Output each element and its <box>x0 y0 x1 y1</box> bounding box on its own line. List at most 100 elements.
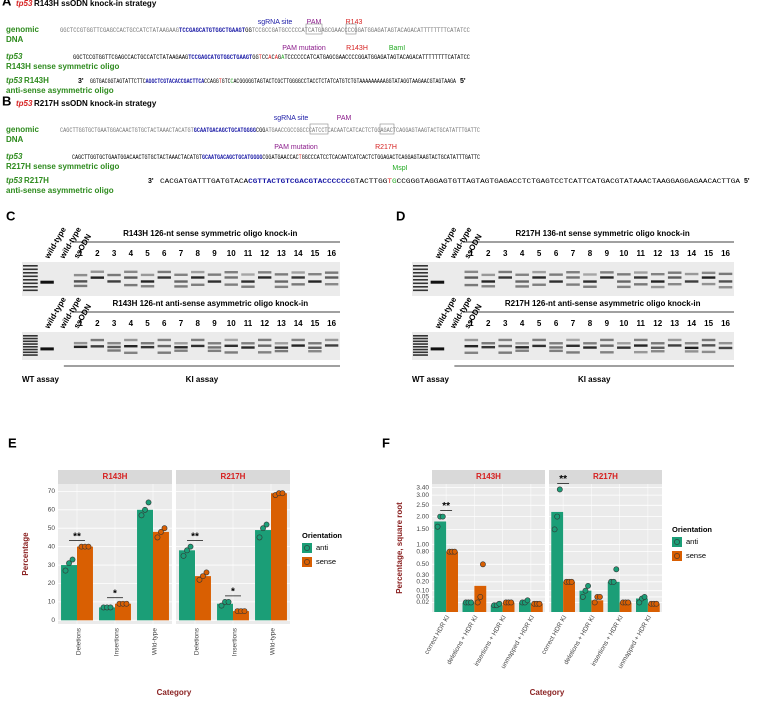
lane-number: 15 <box>704 249 713 258</box>
gel-title: R217H 126-nt anti-sense asymmetric oligo… <box>505 299 701 308</box>
replicate-point <box>256 534 263 541</box>
sequence-segment: C <box>271 54 275 61</box>
gel-band <box>515 285 529 288</box>
gel-band <box>191 276 205 279</box>
sequence-segment: GG <box>245 27 252 34</box>
lane-number: 16 <box>327 319 336 328</box>
sequence-segment: GGCTCCGTGGTTCGAGCCACTGCCATCTATAAGAAG <box>60 27 179 34</box>
bar <box>99 607 115 621</box>
gel-band <box>308 350 322 353</box>
replicate-point <box>69 556 76 563</box>
lane-number: 15 <box>704 319 713 328</box>
strand-end: 5' <box>744 178 750 185</box>
sequence-segment: AGGCTCGTACACCGACTTCA <box>146 78 205 85</box>
gel-band <box>274 342 289 345</box>
gel-band <box>532 283 546 286</box>
gel-band <box>464 270 479 274</box>
gel-band <box>634 344 648 347</box>
lane-number: 13 <box>670 249 679 258</box>
strand-end: 5' <box>460 78 466 85</box>
lane-number: 8 <box>588 319 593 328</box>
bar <box>271 493 287 621</box>
replicate-point <box>158 528 164 535</box>
sequence-segment: CGTTACTGTCGACGTACCCCCC <box>248 178 351 185</box>
sequence-segment: GTACTTGG <box>350 178 388 185</box>
lane-number: 3 <box>112 249 117 258</box>
legend-label: sense <box>686 551 706 560</box>
gel-band <box>224 276 238 279</box>
sequence: GGCTCCGTGGTTCGAGCCACTGCCATCTATAAGAAGTCCG… <box>73 54 470 61</box>
gel-band <box>634 338 648 342</box>
annotation: R143H <box>346 45 368 52</box>
gel-band <box>308 342 322 345</box>
gel-band <box>90 345 105 348</box>
row-label: DNA <box>6 35 24 44</box>
gel-band <box>274 280 289 283</box>
sequence-segment: GGTGACGGTAGTATTCTTC <box>90 78 146 85</box>
gel-band <box>157 338 171 342</box>
gel-band <box>650 280 665 283</box>
row-label: anti-sense asymmetric oligo <box>6 86 114 95</box>
gel-band <box>257 271 272 274</box>
y-tick-label: 0.10 <box>416 587 429 594</box>
ladder-band <box>23 354 38 356</box>
gel-band <box>515 346 529 349</box>
replicate-point <box>591 599 598 606</box>
ladder-band <box>413 337 428 340</box>
gel-band <box>40 280 54 284</box>
gel-band <box>532 338 546 342</box>
gel-band <box>498 276 512 279</box>
lane-number: 1 <box>78 319 83 328</box>
sequence-segment: CGG <box>256 127 266 134</box>
row-label: R143H sense symmetric oligo <box>6 62 119 71</box>
bar <box>61 565 77 621</box>
y-tick-label: 2.00 <box>416 513 429 520</box>
y-tick-label: 0.30 <box>416 572 429 579</box>
lane-number: 16 <box>327 249 336 258</box>
annotation: PAM <box>307 19 322 26</box>
sequence-segment: ACGGGGGTAGTACTCGCTTGGGGCCTACCTCTATCATGTC… <box>233 78 456 85</box>
replicate-point <box>568 578 575 585</box>
lane-number: 1 <box>469 319 474 328</box>
assay-label: WT assay <box>412 375 449 384</box>
replicate-point <box>554 513 561 520</box>
replicate-point <box>480 561 486 568</box>
gel-band <box>481 342 496 345</box>
replicate-point <box>582 587 589 594</box>
ladder-band <box>413 286 428 288</box>
lane-number: 2 <box>486 319 491 328</box>
gel-band <box>241 285 255 288</box>
gel-band <box>515 342 529 345</box>
gel-band <box>515 273 529 276</box>
lane-number: 10 <box>227 249 236 258</box>
sequence-segment: CCAGG <box>204 78 219 85</box>
annotation: PAM mutation <box>282 45 326 52</box>
lane-number: 15 <box>310 319 319 328</box>
lane-number: 8 <box>196 319 201 328</box>
gel-band <box>257 338 272 342</box>
replicate-point <box>508 599 515 606</box>
gel-band <box>549 342 563 345</box>
gel-band <box>701 338 716 342</box>
replicate-point <box>496 600 503 607</box>
y-tick-label: 3.00 <box>416 492 429 499</box>
sequence-segment: GTC <box>222 78 231 85</box>
lane-number: 13 <box>670 319 679 328</box>
lane-number: 5 <box>537 319 542 328</box>
gel-band <box>174 349 188 352</box>
annotation: R217H <box>375 144 397 151</box>
sequence-segment: ATGAACCGCCGGCCCATCCTCACAATCATCACTCTGGAGA… <box>265 127 480 134</box>
gene-name: tp53 <box>16 99 33 108</box>
lane-number: 15 <box>310 249 319 258</box>
bar <box>233 611 249 621</box>
sequence-segment: T <box>219 78 222 85</box>
x-axis-title: Category <box>530 688 565 697</box>
gel-band <box>73 341 88 345</box>
gel-band <box>566 344 580 347</box>
y-tick-label: 10 <box>48 599 56 606</box>
significance: ** <box>73 531 81 542</box>
sequence-segment: GGCCCATCCTCACAATCATCACTCTGGAGACTCAGGAGTA… <box>302 154 481 161</box>
gel-band <box>241 273 255 276</box>
bar <box>446 551 458 612</box>
gel-band <box>430 280 445 284</box>
